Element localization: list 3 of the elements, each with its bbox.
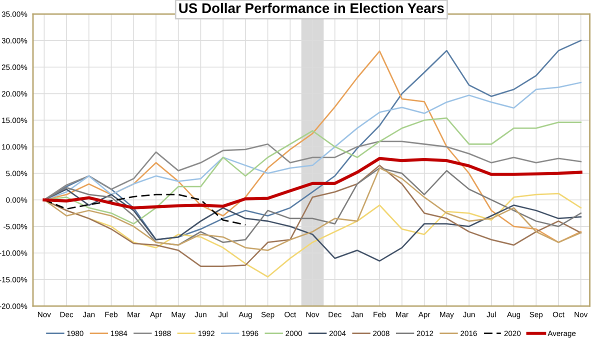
line-series bbox=[43, 140, 582, 201]
chart-title: US Dollar Performance in Election Years bbox=[179, 2, 444, 14]
line-series bbox=[42, 156, 582, 210]
